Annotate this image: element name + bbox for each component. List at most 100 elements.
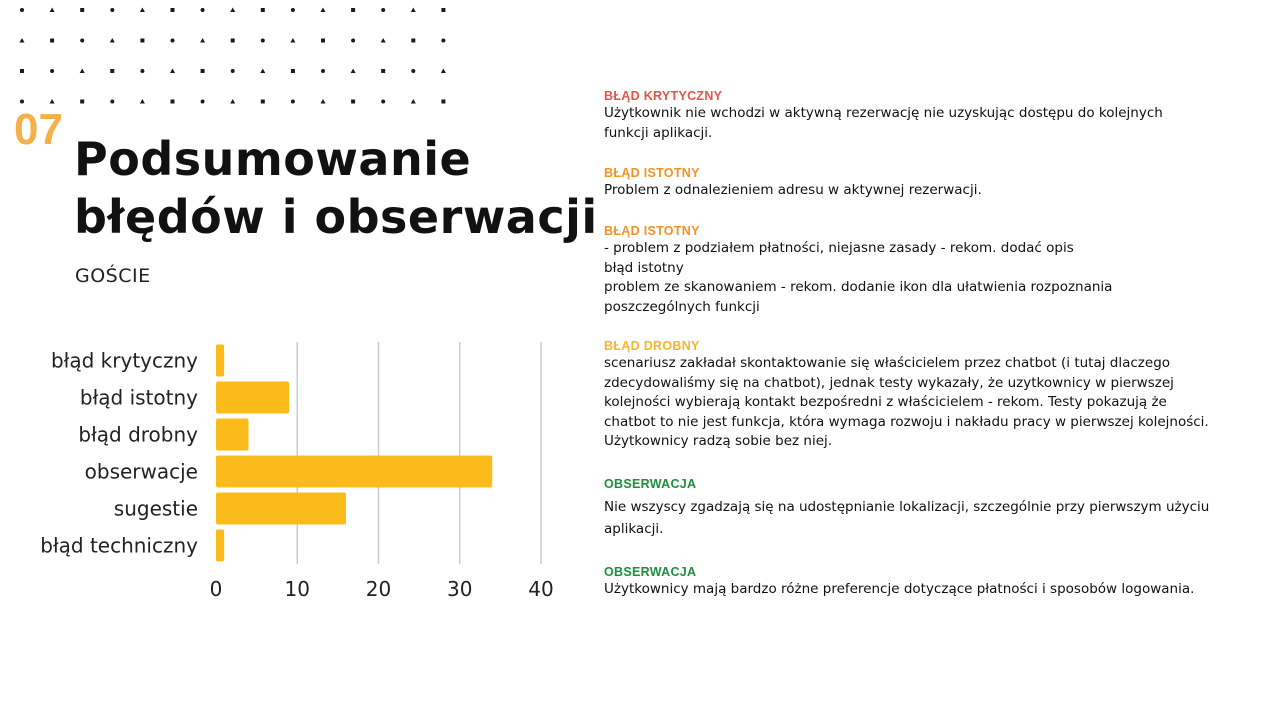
note-category: OBSERWACJA bbox=[604, 477, 697, 491]
pattern-dot bbox=[200, 99, 205, 104]
note-category: BŁĄD ISTOTNY bbox=[604, 224, 700, 238]
pattern-triangle bbox=[230, 99, 236, 104]
note-text: - problem z podziałem płatności, niejasn… bbox=[604, 240, 1113, 315]
bar bbox=[216, 455, 493, 488]
decorative-dot-pattern bbox=[19, 7, 446, 104]
page-subtitle: GOŚCIE bbox=[75, 265, 151, 287]
pattern-dot bbox=[20, 8, 24, 12]
pattern-square bbox=[411, 38, 416, 43]
pattern-square bbox=[140, 38, 145, 43]
pattern-dot bbox=[230, 69, 235, 73]
pattern-triangle bbox=[350, 68, 356, 73]
pattern-square bbox=[200, 69, 205, 73]
category-label: obserwacje bbox=[85, 460, 198, 484]
pattern-dot bbox=[290, 8, 295, 12]
pattern-square bbox=[351, 99, 356, 104]
pattern-triangle bbox=[320, 7, 326, 12]
note-category: BŁĄD ISTOTNY bbox=[604, 166, 700, 180]
pattern-square bbox=[381, 69, 386, 73]
tick-label: 40 bbox=[528, 577, 553, 601]
pattern-triangle bbox=[139, 7, 145, 12]
pattern-square bbox=[170, 99, 175, 104]
pattern-square bbox=[20, 69, 24, 73]
pattern-square bbox=[290, 69, 295, 73]
pattern-dot bbox=[411, 69, 416, 73]
note-category: BŁĄD DROBNY bbox=[604, 339, 700, 353]
tick-label: 20 bbox=[366, 577, 391, 601]
bar bbox=[216, 344, 225, 377]
pattern-triangle bbox=[109, 38, 115, 43]
pattern-dot bbox=[170, 38, 175, 43]
pattern-dot bbox=[20, 99, 24, 104]
bar-chart: błąd krytyczny błąd istotny błąd drobny obs… bbox=[40, 342, 554, 601]
pattern-dot bbox=[381, 8, 386, 12]
note-observation-1: OBSERWACJA Nie wszyscy zgadzają się na u… bbox=[604, 476, 1244, 540]
section-number: 07 bbox=[14, 105, 63, 154]
pattern-dot bbox=[260, 38, 265, 43]
pattern-triangle bbox=[200, 38, 206, 43]
pattern-triangle bbox=[230, 7, 236, 12]
note-significant-2: BŁĄD ISTOTNY - problem z podziałem płatn… bbox=[604, 223, 1244, 317]
pattern-triangle bbox=[290, 38, 296, 43]
bar bbox=[216, 492, 346, 525]
pattern-square bbox=[110, 69, 115, 73]
pattern-triangle bbox=[320, 99, 326, 104]
pattern-square bbox=[260, 8, 265, 12]
pattern-square bbox=[441, 8, 446, 12]
pattern-dot bbox=[381, 99, 386, 104]
note-text: Nie wszyscy zgadzają się na udostępniani… bbox=[604, 499, 1210, 537]
pattern-triangle bbox=[410, 99, 416, 104]
pattern-triangle bbox=[380, 38, 386, 43]
pattern-dot bbox=[110, 99, 115, 104]
page-title-line-1: Podsumowanie bbox=[74, 132, 472, 186]
bar bbox=[216, 529, 225, 562]
pattern-square bbox=[321, 38, 325, 43]
pattern-dot bbox=[200, 8, 205, 12]
bar bbox=[216, 418, 249, 451]
pattern-square bbox=[80, 99, 85, 104]
pattern-triangle bbox=[139, 99, 145, 104]
pattern-dot bbox=[441, 38, 446, 43]
note-minor-1: BŁĄD DROBNY scenariusz zakładał skontakt… bbox=[604, 338, 1244, 452]
tick-label: 0 bbox=[210, 577, 223, 601]
note-text: Użytkownicy mają bardzo różne preferencj… bbox=[604, 581, 1195, 597]
pattern-triangle bbox=[440, 68, 446, 73]
pattern-dot bbox=[50, 69, 55, 73]
note-text: Użytkownik nie wchodzi w aktywną rezerwa… bbox=[604, 105, 1163, 141]
pattern-square bbox=[230, 38, 235, 43]
pattern-triangle bbox=[170, 68, 175, 73]
category-label: błąd techniczny bbox=[40, 534, 198, 558]
pattern-triangle bbox=[79, 68, 85, 73]
category-label: błąd krytyczny bbox=[51, 349, 198, 373]
category-label: błąd drobny bbox=[78, 423, 198, 447]
note-category: OBSERWACJA bbox=[604, 565, 697, 579]
pattern-triangle bbox=[19, 38, 25, 43]
note-category: BŁĄD KRYTYCZNY bbox=[604, 89, 723, 103]
pattern-square bbox=[260, 99, 265, 104]
pattern-dot bbox=[351, 38, 356, 43]
note-text: Problem z odnalezieniem adresu w aktywne… bbox=[604, 182, 982, 198]
note-text: scenariusz zakładał skontaktowanie się w… bbox=[604, 355, 1209, 449]
pattern-dot bbox=[110, 8, 115, 12]
category-label: sugestie bbox=[114, 497, 198, 521]
pattern-square bbox=[351, 8, 356, 12]
tick-label: 30 bbox=[447, 577, 472, 601]
pattern-triangle bbox=[49, 7, 55, 12]
pattern-dot bbox=[140, 69, 145, 73]
pattern-dot bbox=[321, 69, 325, 73]
pattern-dot bbox=[80, 38, 85, 43]
pattern-square bbox=[80, 8, 85, 12]
page-title-line-2: błędów i obserwacji bbox=[74, 190, 598, 244]
note-observation-2: OBSERWACJA Użytkownicy mają bardzo różne… bbox=[604, 564, 1244, 600]
note-critical-1: BŁĄD KRYTYCZNY Użytkownik nie wchodzi w … bbox=[604, 88, 1244, 143]
pattern-square bbox=[441, 99, 446, 104]
page-title: Podsumowanie błędów i obserwacji bbox=[74, 130, 598, 246]
pattern-triangle bbox=[410, 7, 416, 12]
pattern-dot bbox=[290, 99, 295, 104]
pattern-triangle bbox=[49, 99, 55, 104]
pattern-square bbox=[50, 38, 55, 43]
pattern-square bbox=[170, 8, 175, 12]
note-significant-1: BŁĄD ISTOTNY Problem z odnalezieniem adr… bbox=[604, 165, 1244, 201]
tick-label: 10 bbox=[285, 577, 310, 601]
bar bbox=[216, 381, 290, 414]
